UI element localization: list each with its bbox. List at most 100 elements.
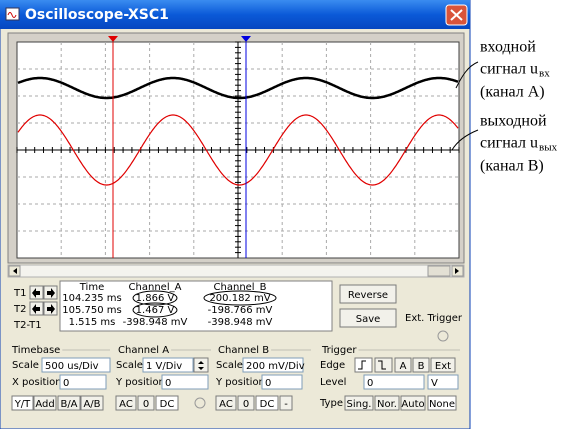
annotation: сигнал u (480, 135, 538, 152)
grid (16, 41, 460, 258)
y-position-value: 0 (265, 378, 271, 389)
scrollbar[interactable] (7, 264, 465, 278)
arrow-icon (32, 304, 40, 314)
level-input[interactable] (363, 374, 425, 390)
label: Y position (115, 377, 165, 388)
scale-input-value: 200 mV/Div (246, 361, 305, 372)
group-title: Timebase (11, 345, 60, 356)
y-position-value: 0 (165, 378, 171, 389)
reverse-button[interactable] (339, 284, 397, 304)
source-button[interactable] (412, 357, 430, 373)
level-unit-value: V (431, 378, 438, 389)
source-button[interactable] (430, 357, 456, 373)
ext-trigger-terminal[interactable] (437, 330, 449, 342)
group-title: Channel B (218, 345, 269, 356)
coupling-button[interactable] (237, 395, 255, 411)
mode-button[interactable] (57, 395, 81, 411)
annotation: (канал A) (480, 84, 545, 101)
label: Type (319, 398, 343, 409)
type-button[interactable] (344, 395, 374, 411)
coupling-button[interactable] (155, 395, 179, 411)
scale-input[interactable] (142, 357, 194, 373)
title-bg (216, 344, 272, 356)
y-position[interactable] (161, 374, 209, 390)
coupling-button-label: - (284, 399, 288, 410)
channel-a-terminal[interactable] (194, 397, 206, 409)
x-position[interactable] (59, 374, 107, 390)
readout-value: 1.467 V (136, 305, 175, 316)
annotation: выходной (480, 113, 547, 130)
coupling-button-label: 0 (143, 399, 149, 410)
mode-button[interactable] (33, 395, 57, 411)
source-button[interactable] (394, 357, 412, 373)
arrow-icon (47, 304, 55, 314)
mode-button-label: A/B (83, 399, 100, 410)
cursor-label: T2 (13, 304, 26, 315)
scale-input[interactable] (242, 357, 304, 373)
reverse-button-label: Reverse (348, 290, 388, 301)
type-button[interactable] (400, 395, 426, 411)
highlight (132, 290, 178, 306)
type-button-label: Nor. (377, 399, 397, 410)
cursor-1-handle[interactable] (108, 36, 118, 42)
pointer (451, 129, 479, 151)
readout-value: 104.235 ms (62, 293, 121, 304)
save-button-label: Save (356, 314, 381, 325)
readout-value: 1.866 V (136, 293, 175, 304)
type-button-label: None (429, 399, 455, 410)
label: Scale (116, 360, 143, 371)
coupling-button[interactable] (279, 395, 293, 411)
arrow-icon (32, 288, 40, 298)
readout-value: 200.182 mV (209, 293, 270, 304)
title-bg (116, 344, 172, 356)
label: Edge (320, 360, 345, 371)
mode-button-label: B/A (60, 399, 77, 410)
y-position[interactable] (261, 374, 303, 390)
scale-input-value: 1 V/Div (146, 361, 182, 372)
save-button[interactable] (339, 308, 397, 328)
highlight (132, 302, 178, 318)
column-header: Time (79, 282, 104, 293)
edge-falling[interactable] (374, 357, 393, 373)
label: Scale (12, 360, 39, 371)
readout-value: 1.515 ms (69, 317, 116, 328)
cursor-label: T1 (13, 288, 26, 299)
source-button-label: B (418, 361, 425, 372)
edge-icon (358, 360, 366, 370)
annotation: сигнал u (480, 61, 538, 78)
timebase-scale[interactable] (41, 357, 111, 373)
mode-button[interactable] (80, 395, 104, 411)
column-header: Channel_B (214, 282, 267, 293)
coupling-button[interactable] (137, 395, 155, 411)
coupling-button-label: AC (219, 399, 233, 410)
close-icon (450, 9, 463, 21)
type-button[interactable] (427, 395, 457, 411)
cursor-2-handle[interactable] (241, 36, 251, 42)
mode-button[interactable] (11, 395, 34, 411)
label: X position (12, 377, 62, 388)
readout-value: 105.750 ms (62, 305, 121, 316)
mode-button-label: Y/T (14, 399, 31, 410)
pointer (455, 61, 479, 89)
edge-icon (378, 360, 386, 370)
group-title: Channel A (118, 345, 169, 356)
coupling-button-label: DC (160, 399, 175, 410)
type-button[interactable] (374, 395, 400, 411)
label: Y position (215, 377, 265, 388)
coupling-button[interactable] (115, 395, 137, 411)
coupling-button[interactable] (255, 395, 279, 411)
coupling-button[interactable] (215, 395, 237, 411)
type-button-label: Sing. (347, 399, 372, 410)
source-button-label: A (400, 361, 407, 372)
title-bg (10, 344, 63, 356)
spinner[interactable] (193, 357, 209, 373)
readout-value: -198.766 mV (208, 305, 273, 316)
mode-button-label: Add (35, 399, 54, 410)
coupling-button-label: DC (260, 399, 275, 410)
label: Scale (216, 360, 243, 371)
ext-trigger-label: Ext. Trigger (405, 313, 463, 324)
scroll-thumb[interactable] (427, 265, 451, 277)
edge-rising[interactable] (354, 357, 373, 373)
level-unit[interactable] (427, 374, 459, 390)
